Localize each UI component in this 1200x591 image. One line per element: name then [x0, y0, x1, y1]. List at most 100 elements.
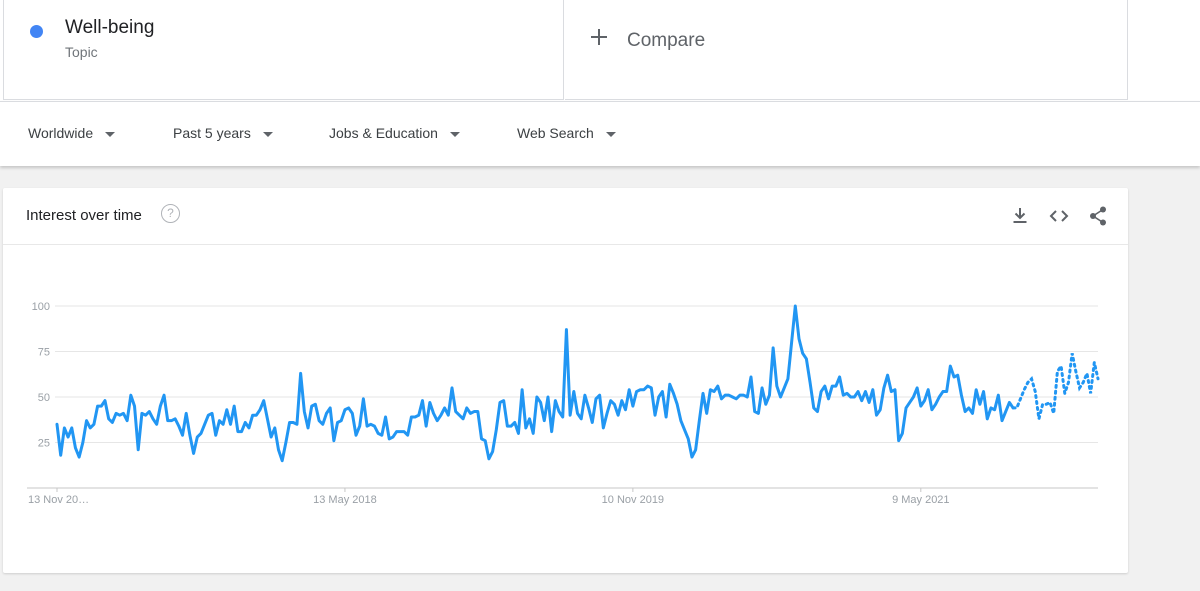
- interest-line-chart: 25 50 75 100 13 Nov 20… 13 May 2018 10 Nov 201…: [27, 301, 1100, 506]
- data-point: [244, 421, 246, 423]
- data-point: [990, 407, 992, 409]
- data-point: [1097, 378, 1099, 380]
- data-point: [462, 418, 464, 420]
- data-point: [768, 394, 770, 396]
- data-point: [104, 399, 106, 401]
- data-point: [259, 409, 261, 411]
- interest-over-time-card: Interest over time ? 25 50 75 100 13 Nov 20……: [3, 188, 1128, 573]
- data-point: [466, 407, 468, 409]
- data-point: [982, 390, 984, 392]
- data-point: [1012, 407, 1014, 409]
- data-point: [1038, 418, 1040, 420]
- data-point: [429, 401, 431, 403]
- data-point: [366, 425, 368, 427]
- data-point: [336, 421, 338, 423]
- filter-search-type[interactable]: Web Search: [517, 125, 616, 141]
- data-point: [355, 434, 357, 436]
- data-point: [381, 434, 383, 436]
- data-point: [901, 432, 903, 434]
- data-point: [853, 396, 855, 398]
- data-point: [133, 405, 135, 407]
- compare-label: Compare: [627, 30, 706, 51]
- data-point: [174, 418, 176, 420]
- data-point: [787, 378, 789, 380]
- data-point: [377, 432, 379, 434]
- data-point: [971, 412, 973, 414]
- data-point: [333, 439, 335, 441]
- data-point: [547, 396, 549, 398]
- data-point: [580, 418, 582, 420]
- data-point: [480, 438, 482, 440]
- data-point: [1075, 370, 1077, 372]
- data-point: [650, 387, 652, 389]
- term-name[interactable]: Well-being: [65, 17, 155, 38]
- help-icon[interactable]: ?: [161, 204, 180, 223]
- data-point: [436, 419, 438, 421]
- data-point: [233, 405, 235, 407]
- data-point: [610, 399, 612, 401]
- data-point: [525, 427, 527, 429]
- data-point: [1082, 381, 1084, 383]
- data-point: [798, 338, 800, 340]
- embed-code-icon[interactable]: [1048, 205, 1070, 227]
- download-icon[interactable]: [1009, 205, 1031, 227]
- data-point: [1045, 403, 1047, 405]
- data-point: [920, 405, 922, 407]
- data-point: [820, 390, 822, 392]
- data-point: [410, 416, 412, 418]
- y-tick-label: 75: [38, 347, 50, 359]
- data-point: [816, 410, 818, 412]
- data-point: [207, 414, 209, 416]
- data-point: [451, 387, 453, 389]
- data-point: [122, 412, 124, 414]
- data-point: [155, 423, 157, 425]
- data-point: [669, 383, 671, 385]
- x-tick-label: 13 May 2018: [313, 494, 377, 506]
- data-point: [1060, 365, 1062, 367]
- data-point: [598, 394, 600, 396]
- data-point: [753, 410, 755, 412]
- data-point: [514, 421, 516, 423]
- data-point: [137, 449, 139, 451]
- data-point: [698, 419, 700, 421]
- search-term-card[interactable]: Well-being Topic: [3, 0, 564, 100]
- data-point: [414, 416, 416, 418]
- data-point: [373, 425, 375, 427]
- data-point: [322, 423, 324, 425]
- data-point: [621, 399, 623, 401]
- data-point: [934, 403, 936, 405]
- data-point: [473, 410, 475, 412]
- filter-location[interactable]: Worldwide: [28, 125, 116, 141]
- data-point: [739, 394, 741, 396]
- data-point: [964, 410, 966, 412]
- data-point: [299, 372, 301, 374]
- data-point: [229, 423, 231, 425]
- compare-button[interactable]: Compare: [565, 0, 1128, 100]
- data-point: [576, 412, 578, 414]
- data-point: [340, 419, 342, 421]
- data-point: [960, 394, 962, 396]
- data-point: [938, 396, 940, 398]
- data-point: [931, 409, 933, 411]
- data-point: [181, 434, 183, 436]
- filter-category[interactable]: Jobs & Education: [329, 125, 460, 141]
- series-line: [55, 304, 1015, 463]
- data-point: [883, 387, 885, 389]
- data-point: [185, 412, 187, 414]
- data-point: [111, 421, 113, 423]
- data-point: [776, 385, 778, 387]
- data-point: [1030, 378, 1032, 380]
- data-point: [1008, 401, 1010, 403]
- data-point: [1078, 387, 1080, 389]
- data-point: [270, 436, 272, 438]
- data-point: [510, 425, 512, 427]
- data-point: [1093, 361, 1095, 363]
- share-icon[interactable]: [1087, 205, 1109, 227]
- data-point: [1001, 419, 1003, 421]
- data-point: [100, 405, 102, 407]
- data-point: [85, 419, 87, 421]
- data-point: [1041, 403, 1043, 405]
- filter-time-range[interactable]: Past 5 years: [173, 125, 273, 141]
- series-line-partial: [1011, 353, 1100, 420]
- data-point: [979, 403, 981, 405]
